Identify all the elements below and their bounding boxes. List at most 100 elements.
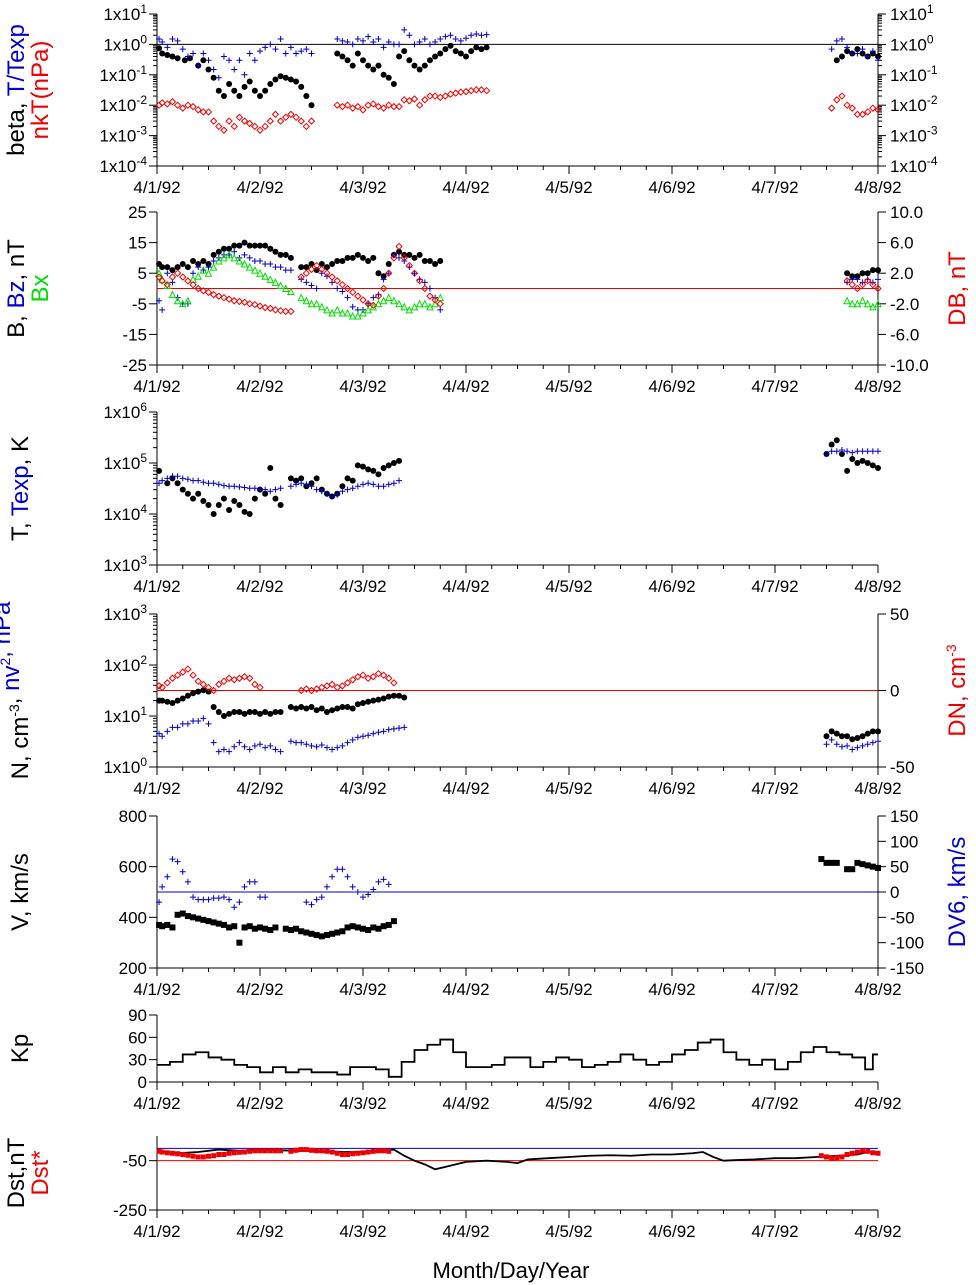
x-tick-label: 4/4/92: [442, 178, 489, 197]
data-point: [293, 50, 300, 57]
data-point: [869, 863, 876, 870]
data-point: [251, 742, 258, 749]
data-point: [386, 1148, 392, 1154]
data-point: [156, 730, 163, 737]
x-tick-label: 4/7/92: [751, 178, 798, 197]
x-tick-label: 4/5/92: [545, 577, 592, 596]
data-point: [174, 264, 181, 271]
data-point: [210, 704, 217, 711]
data-point: [329, 493, 336, 500]
x-tick-label: 4/2/92: [236, 377, 283, 396]
y-tick-label: 1x100: [103, 32, 147, 54]
data-point: [853, 299, 862, 308]
data-point: [432, 53, 439, 60]
data-point: [854, 273, 861, 280]
x-tick-label: 4/5/92: [545, 377, 592, 396]
data-point: [410, 302, 419, 311]
data-point: [231, 242, 238, 249]
data-point: [828, 441, 835, 448]
data-point: [163, 100, 172, 108]
data-point: [179, 273, 187, 281]
data-point: [204, 269, 213, 277]
y-axis-title: V, km/s: [7, 853, 34, 931]
data-point: [179, 868, 186, 875]
data-point: [272, 1148, 278, 1154]
data-point: [240, 673, 249, 681]
data-point: [189, 671, 197, 679]
data-point: [303, 264, 310, 271]
data-point: [308, 282, 315, 289]
data-point: [390, 725, 397, 732]
data-point: [209, 117, 218, 125]
data-point: [179, 910, 186, 917]
data-point: [849, 50, 856, 57]
data-point: [865, 1148, 871, 1154]
data-point: [875, 448, 881, 455]
data-point: [344, 57, 351, 64]
data-point: [869, 739, 876, 746]
data-point: [174, 911, 181, 918]
series-black-line: [157, 1038, 878, 1078]
data-point: [339, 928, 346, 935]
data-point: [843, 296, 851, 305]
data-point: [828, 736, 835, 743]
data-point: [838, 36, 845, 43]
data-point: [463, 53, 469, 60]
data-point: [199, 680, 208, 689]
data-point: [312, 299, 321, 308]
data-point: [848, 104, 856, 112]
data-point: [168, 674, 177, 682]
data-point: [173, 671, 182, 679]
data-point: [240, 117, 249, 125]
data-point: [421, 284, 429, 293]
data-point: [308, 930, 315, 937]
data-point: [251, 122, 259, 131]
data-point: [828, 859, 835, 866]
data-point: [241, 883, 248, 890]
data-point: [287, 738, 294, 745]
y-axis-title-right: DV6, km/s: [944, 837, 971, 948]
y-tick-label-right: 10.0: [890, 203, 923, 222]
data-point: [173, 296, 182, 305]
data-point: [869, 462, 876, 469]
data-point: [421, 257, 428, 264]
data-point: [200, 715, 207, 722]
data-point: [307, 299, 316, 308]
x-tick-label: 4/4/92: [442, 779, 489, 798]
data-point: [334, 866, 341, 873]
data-point: [431, 296, 439, 304]
data-point: [365, 927, 372, 933]
data-point: [210, 74, 217, 81]
data-point: [380, 464, 387, 471]
data-point: [262, 744, 269, 751]
x-tick-label: 4/1/92: [133, 1094, 180, 1113]
data-point: [854, 448, 861, 455]
y-axis-title-right: DB, nT: [944, 251, 971, 326]
y-axis-title: N, cm-3, nv2, nPa: [0, 601, 34, 779]
data-point: [390, 296, 398, 305]
data-point: [380, 273, 387, 280]
y-tick-label: 15: [128, 234, 147, 253]
data-point: [334, 36, 341, 43]
panel-temperature: 4/1/92 4/2/92 4/3/92 4/4/92 4/5/92 4/6/92 4/7/…: [7, 400, 902, 596]
data-point: [156, 921, 163, 928]
data-point: [365, 300, 372, 307]
data-point: [236, 1149, 242, 1155]
data-point: [159, 697, 166, 704]
data-point: [256, 126, 264, 134]
data-point: [381, 1148, 387, 1154]
data-point: [838, 743, 845, 750]
data-point: [421, 62, 428, 69]
y-tick-label: 1x102: [103, 653, 147, 675]
data-point: [307, 265, 316, 274]
data-point: [457, 50, 464, 57]
data-point: [298, 480, 305, 487]
data-point: [174, 55, 181, 62]
data-point: [385, 674, 393, 682]
data-point: [478, 32, 485, 39]
data-point: [302, 685, 311, 693]
panel-dst: 4/1/92 4/2/92 4/3/92 4/4/92 4/5/92 4/6/92 4/7/…: [3, 1136, 902, 1241]
data-point: [175, 1151, 181, 1157]
data-point: [869, 280, 877, 289]
data-point: [869, 48, 876, 55]
